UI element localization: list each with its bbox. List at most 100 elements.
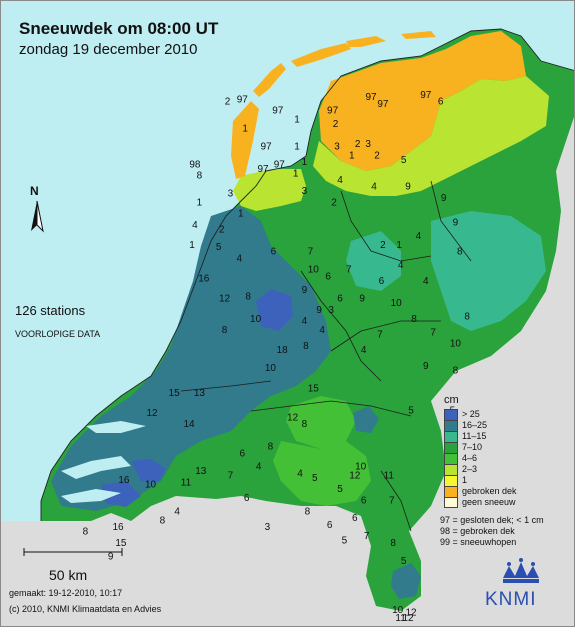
- terschelling: [291, 43, 351, 67]
- station-value: 10: [355, 462, 367, 473]
- station-value: 4: [416, 231, 422, 242]
- zone-teal-limburg: [391, 563, 421, 599]
- station-value: 9: [108, 551, 114, 562]
- station-value: 2: [219, 224, 225, 235]
- station-value: 1: [349, 150, 355, 161]
- station-value: 11: [395, 613, 406, 624]
- legend-item: 2–3: [444, 464, 574, 475]
- station-value: 8: [268, 442, 274, 453]
- ameland: [346, 36, 386, 47]
- zone-yellow-north: [313, 76, 549, 196]
- station-value: 6: [271, 247, 277, 258]
- station-value: 16: [112, 522, 124, 533]
- zone-yellow-nh: [233, 169, 306, 211]
- station-value: 1: [302, 157, 308, 168]
- station-value: 10: [145, 480, 157, 491]
- station-value: 8: [197, 171, 203, 182]
- legend-swatch: [444, 486, 458, 497]
- legend-swatch: [444, 420, 458, 431]
- zone-blue-utrecht: [256, 289, 293, 331]
- legend-codes: 97 = gesloten dek; < 1 cm 98 = gebroken …: [440, 515, 544, 548]
- legend-item: gebroken dek: [444, 486, 574, 497]
- station-value: 4: [371, 182, 377, 193]
- station-value: 18: [277, 345, 289, 356]
- station-value: 6: [325, 271, 331, 282]
- made-timestamp: gemaakt: 19-12-2010, 10:17: [9, 588, 123, 598]
- station-value: 16: [198, 274, 210, 285]
- station-value: 5: [401, 556, 407, 567]
- station-value: 6: [438, 97, 444, 108]
- station-value: 15: [308, 383, 320, 394]
- station-value: 12: [219, 294, 231, 305]
- station-value: 6: [327, 520, 333, 531]
- legend-unit: cm: [444, 394, 459, 406]
- zone-teal-west: [51, 206, 331, 511]
- station-value: 4: [337, 175, 343, 186]
- station-value: 8: [83, 527, 89, 538]
- station-value: 8: [457, 247, 463, 258]
- legend-code: 98 = gebroken dek: [440, 526, 515, 536]
- station-value: 8: [305, 507, 311, 518]
- station-value: 5: [401, 155, 407, 166]
- copyright: (c) 2010, KNMI Klimaatdata en Advies: [9, 604, 162, 614]
- station-value: 9: [316, 305, 322, 316]
- station-value: 7: [389, 495, 395, 506]
- legend-label: 11–15: [462, 431, 487, 441]
- station-value: 15: [169, 388, 181, 399]
- legend-swatch: [444, 475, 458, 486]
- legend-item: 11–15: [444, 431, 574, 442]
- station-value: 12: [146, 408, 158, 419]
- station-count: 126 stations: [15, 303, 86, 318]
- station-value: 3: [265, 522, 271, 533]
- station-value: 1: [293, 168, 299, 179]
- scale-label: 50 km: [49, 567, 88, 583]
- station-value: 2: [355, 139, 361, 150]
- station-value: 15: [115, 538, 127, 549]
- station-value: 7: [364, 531, 370, 542]
- zone-lightgreen-brabant: [273, 441, 371, 506]
- station-value: 7: [377, 330, 383, 341]
- legend-swatch: [444, 497, 458, 508]
- scale-bar: [23, 548, 123, 556]
- station-value: 6: [337, 294, 343, 305]
- station-value: 5: [342, 536, 348, 547]
- station-value: 8: [245, 292, 251, 303]
- station-value: 97: [327, 106, 339, 117]
- station-value: 8: [303, 341, 309, 352]
- station-value: 12: [349, 471, 361, 482]
- station-value: 1: [242, 124, 248, 135]
- station-value: 8: [390, 538, 396, 549]
- knmi-logo-text: KNMI: [485, 589, 537, 610]
- station-value: 4: [174, 507, 180, 518]
- legend-swatch: [444, 453, 458, 464]
- station-value: 3: [365, 139, 371, 150]
- legend-code: 99 = sneeuwhopen: [440, 537, 517, 547]
- north-label: N: [30, 184, 39, 198]
- station-value: 10: [250, 314, 262, 325]
- station-value: 11: [384, 471, 395, 482]
- station-value: 9: [453, 218, 459, 229]
- legend-swatch: [444, 442, 458, 453]
- legend-item: 7–10: [444, 442, 574, 453]
- station-value: 2: [225, 97, 231, 108]
- zone-lightgreen-gld: [346, 231, 401, 291]
- station-value: 10: [265, 363, 277, 374]
- north-sea: [1, 1, 574, 521]
- station-value: 6: [379, 276, 385, 287]
- station-value: 13: [195, 466, 207, 477]
- schiermonnikoog: [401, 31, 436, 39]
- station-value: 6: [240, 448, 246, 459]
- zone-blue-zeeland: [131, 459, 166, 481]
- zone-lightgreen-east: [431, 211, 546, 331]
- legend-swatch: [444, 409, 458, 420]
- station-value: 4: [361, 345, 367, 356]
- station-value: 97: [365, 92, 377, 103]
- preliminary-label: VOORLOPIGE DATA: [15, 329, 101, 339]
- station-value: 97: [272, 106, 284, 117]
- station-value: 12: [405, 607, 417, 618]
- station-value: 4: [256, 462, 262, 473]
- station-value: 10: [450, 339, 462, 350]
- station-value: 1: [238, 209, 244, 220]
